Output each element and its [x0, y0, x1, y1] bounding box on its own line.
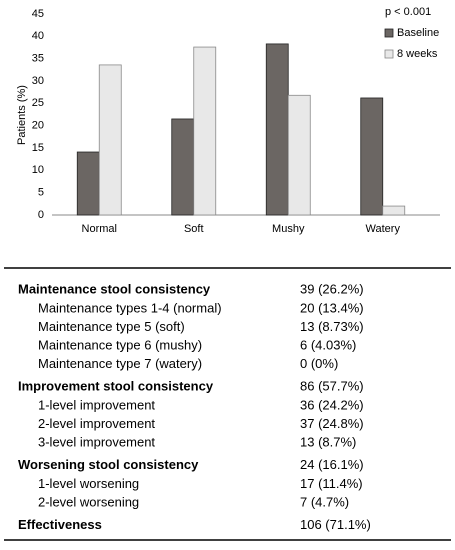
x-tick-label: Soft [184, 223, 204, 235]
item-value: 37 (24.8%) [300, 416, 364, 431]
x-tick-label: Normal [82, 223, 117, 235]
item-label: Maintenance type 7 (watery) [38, 356, 202, 371]
bar [171, 118, 195, 216]
bar [193, 46, 217, 216]
group-value: 24 (16.1%) [300, 457, 364, 472]
annotation: p < 0.001 [385, 6, 431, 18]
item-label: Maintenance type 5 (soft) [38, 319, 185, 334]
y-tick-label: 0 [38, 209, 44, 221]
y-tick-label: 10 [32, 164, 44, 176]
y-tick-label: 5 [38, 187, 44, 199]
legend-label: 8 weeks [397, 48, 438, 60]
bar [98, 64, 122, 216]
item-label: 3-level improvement [38, 434, 155, 449]
item-label: Maintenance types 1-4 (normal) [38, 300, 222, 315]
group-value: 86 (57.7%) [300, 378, 364, 393]
bar [382, 205, 406, 216]
y-tick-label: 45 [32, 8, 44, 20]
legend-label: Baseline [397, 27, 439, 39]
item-label: 2-level worsening [38, 494, 139, 509]
group-label: Effectiveness [18, 517, 102, 532]
item-value: 13 (8.7%) [300, 434, 356, 449]
y-tick-label: 20 [32, 120, 44, 132]
item-value: 13 (8.73%) [300, 319, 364, 334]
y-tick-label: 15 [32, 142, 44, 154]
x-tick-label: Watery [366, 223, 401, 235]
y-tick-label: 25 [32, 97, 44, 109]
x-tick-label: Mushy [272, 223, 305, 235]
group-label: Maintenance stool consistency [18, 281, 211, 296]
item-value: 0 (0%) [300, 356, 338, 371]
y-tick-label: 30 [32, 75, 44, 87]
item-label: 1-level improvement [38, 397, 155, 412]
legend-swatch [384, 28, 394, 38]
item-value: 17 (11.4%) [300, 476, 363, 491]
group-label: Improvement stool consistency [18, 378, 214, 393]
bar [265, 43, 289, 216]
y-tick-label: 40 [32, 30, 44, 42]
item-value: 6 (4.03%) [300, 337, 356, 352]
bar [360, 97, 384, 216]
group-label: Worsening stool consistency [18, 457, 199, 472]
item-value: 20 (13.4%) [300, 300, 364, 315]
item-label: Maintenance type 6 (mushy) [38, 337, 202, 352]
bar [76, 151, 100, 216]
bar [287, 94, 311, 216]
item-value: 36 (24.2%) [300, 397, 364, 412]
item-value: 7 (4.7%) [300, 494, 349, 509]
group-value: 106 (71.1%) [300, 517, 371, 532]
y-tick-label: 35 [32, 53, 44, 65]
y-axis-label: Patients (%) [16, 85, 28, 145]
legend-swatch [384, 49, 394, 59]
group-value: 39 (26.2%) [300, 281, 364, 296]
item-label: 1-level worsening [38, 476, 139, 491]
item-label: 2-level improvement [38, 416, 155, 431]
